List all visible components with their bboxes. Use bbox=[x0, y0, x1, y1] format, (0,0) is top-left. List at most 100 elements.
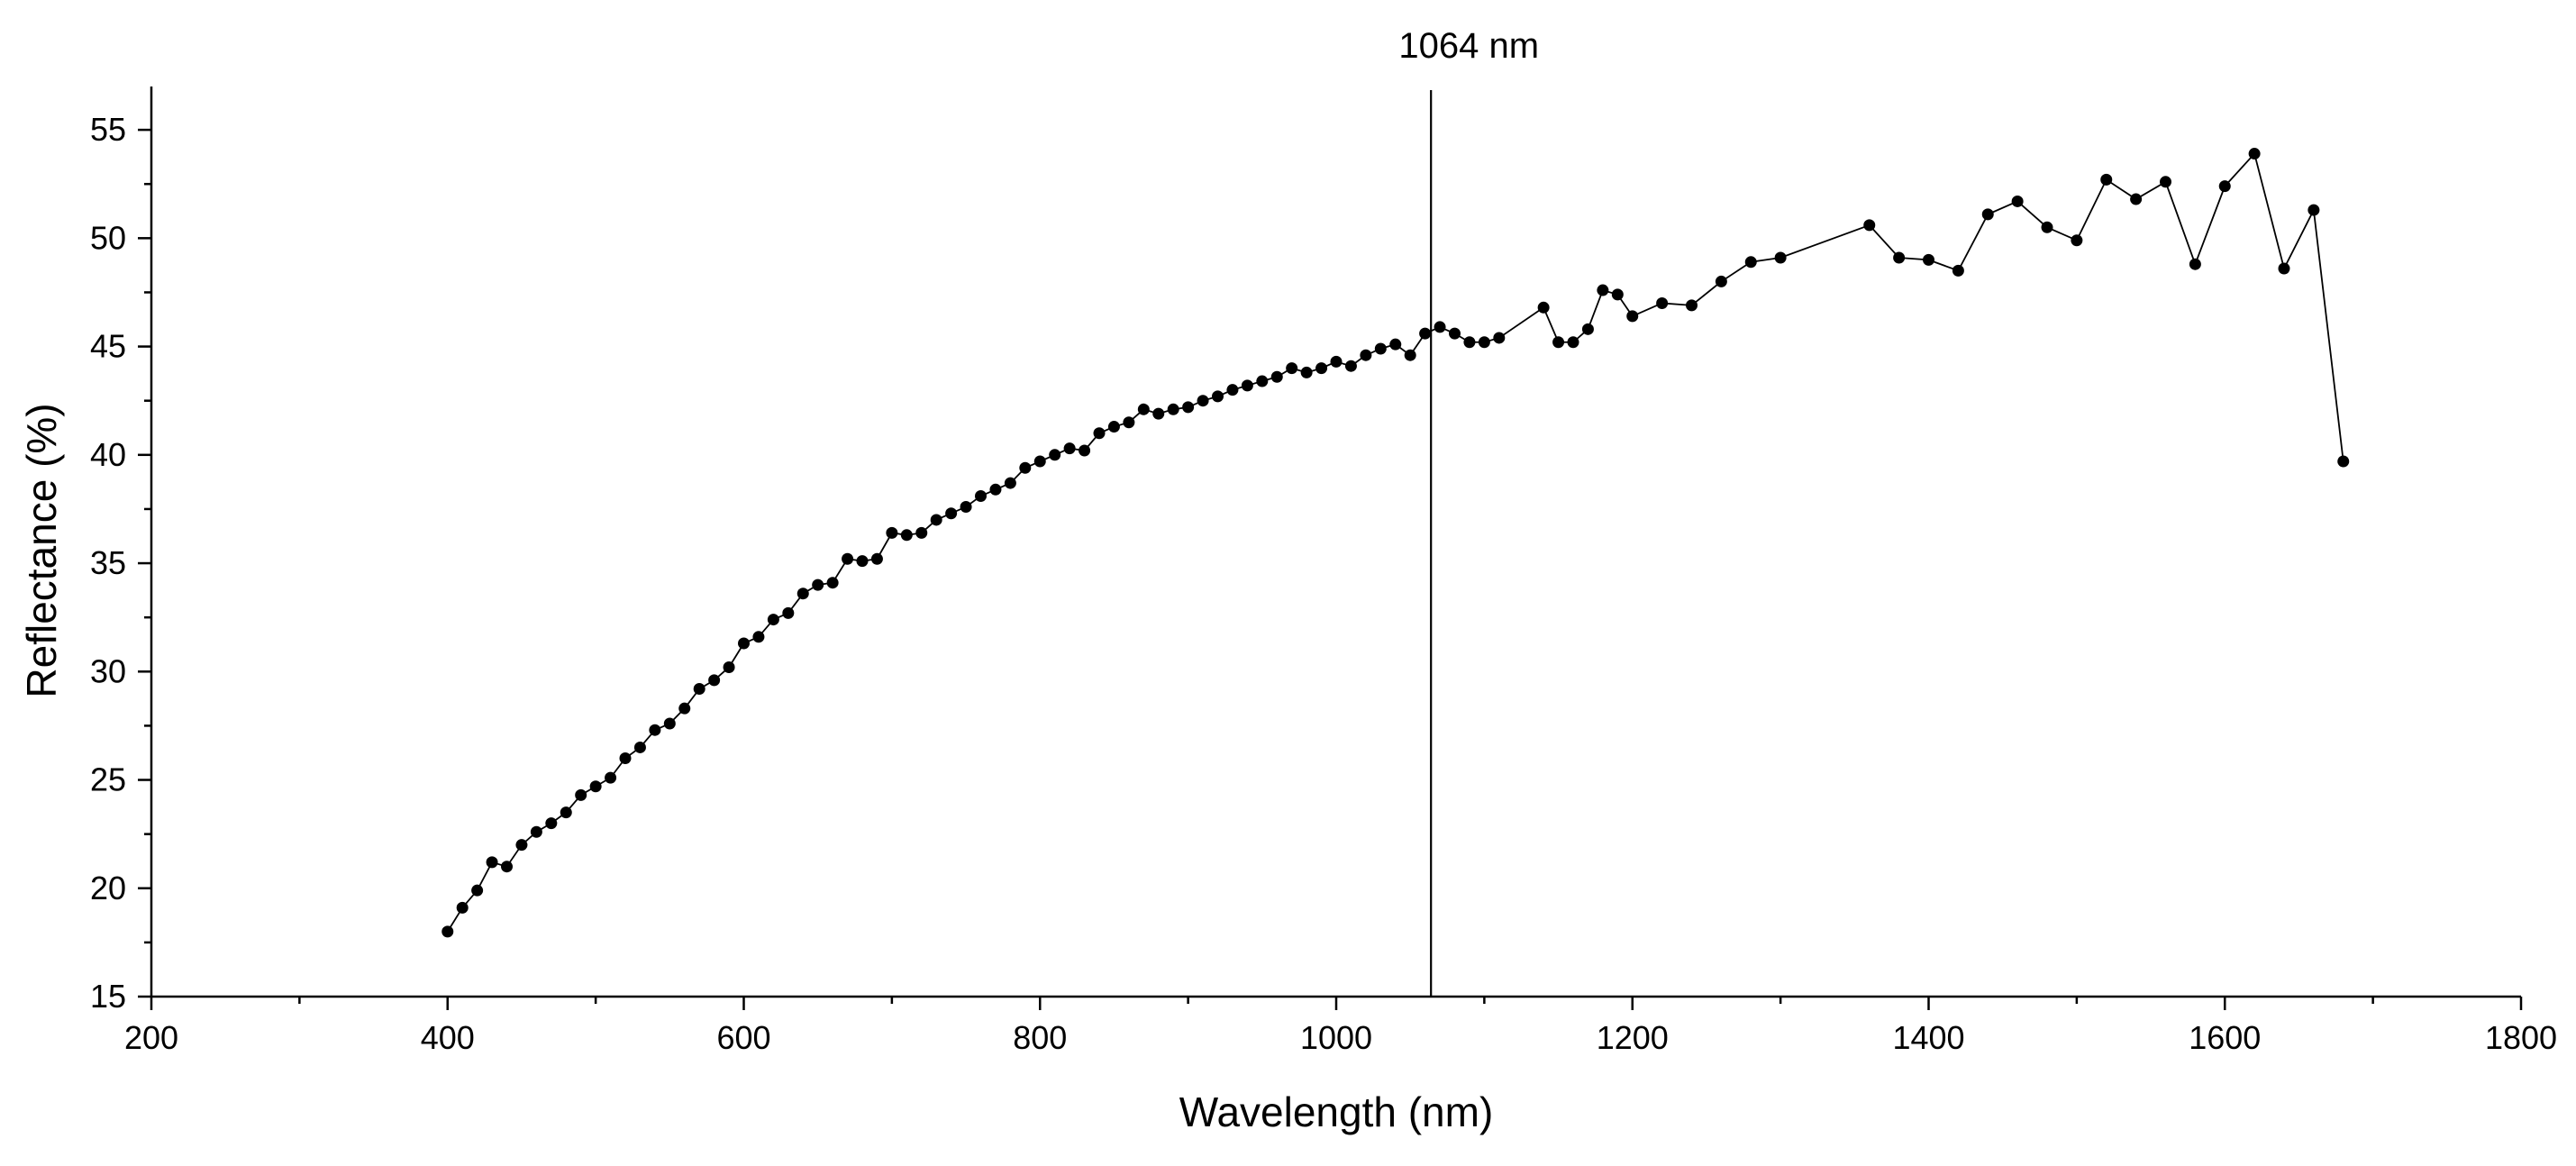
data-point bbox=[826, 577, 839, 589]
data-point bbox=[1344, 360, 1357, 372]
data-point bbox=[1182, 401, 1195, 414]
data-point bbox=[1004, 477, 1016, 489]
data-point bbox=[1123, 416, 1135, 429]
data-point bbox=[1434, 321, 1446, 333]
data-point bbox=[663, 717, 676, 730]
data-point bbox=[723, 660, 735, 673]
data-point bbox=[649, 724, 661, 736]
x-tick-label: 800 bbox=[1013, 1019, 1067, 1056]
data-point bbox=[886, 526, 898, 539]
y-tick-label: 25 bbox=[90, 761, 126, 798]
y-tick-label: 20 bbox=[90, 870, 126, 906]
data-point bbox=[2130, 193, 2143, 205]
axes-layer bbox=[150, 87, 2521, 998]
data-point bbox=[1019, 461, 1032, 474]
data-point bbox=[678, 702, 691, 715]
data-point bbox=[930, 514, 942, 526]
y-tick-label: 30 bbox=[90, 652, 126, 689]
data-point bbox=[1226, 384, 1239, 396]
data-point bbox=[2011, 195, 2024, 207]
data-point bbox=[1626, 310, 1639, 323]
data-point bbox=[1330, 355, 1343, 368]
data-point bbox=[2248, 148, 2261, 160]
data-point bbox=[1893, 251, 1906, 264]
data-point bbox=[2278, 262, 2290, 275]
data-point bbox=[1463, 336, 1476, 349]
data-point bbox=[870, 552, 883, 565]
data-point bbox=[589, 780, 602, 793]
ticks-layer: 200 400 600 800 1000 1200 1400 1600 1800 15 20 25 30… bbox=[90, 111, 2557, 1056]
data-point bbox=[1581, 323, 1594, 335]
data-point bbox=[1315, 362, 1328, 375]
data-point bbox=[915, 526, 928, 539]
data-point bbox=[2160, 176, 2171, 188]
data-point bbox=[708, 674, 721, 687]
x-tick-label: 1600 bbox=[2189, 1019, 2261, 1056]
data-point bbox=[1449, 327, 1461, 340]
data-point bbox=[501, 861, 513, 873]
data-point bbox=[1270, 370, 1283, 383]
data-point bbox=[2041, 221, 2053, 233]
data-point bbox=[1744, 256, 1757, 269]
x-tick-label: 1000 bbox=[1300, 1019, 1372, 1056]
data-point bbox=[1567, 336, 1579, 349]
data-point bbox=[530, 825, 542, 838]
data-point bbox=[575, 788, 587, 801]
y-tick-label: 55 bbox=[90, 111, 126, 148]
data-point bbox=[738, 637, 750, 650]
data-point bbox=[1863, 219, 1876, 232]
data-point bbox=[2071, 234, 2083, 247]
data-point bbox=[989, 483, 1002, 496]
data-point bbox=[1212, 390, 1224, 403]
y-tick-label: 40 bbox=[90, 436, 126, 473]
data-point bbox=[1686, 299, 1698, 312]
data-point bbox=[1656, 296, 1669, 309]
data-point bbox=[2189, 258, 2201, 270]
data-point bbox=[1107, 421, 1120, 433]
data-point bbox=[1079, 444, 1091, 457]
data-point bbox=[515, 839, 528, 852]
data-point bbox=[812, 578, 824, 591]
data-point bbox=[456, 901, 469, 914]
data-point bbox=[2307, 204, 2320, 216]
data-point bbox=[605, 771, 617, 784]
data-point bbox=[1478, 336, 1490, 349]
data-point bbox=[545, 817, 558, 830]
data-point bbox=[1611, 288, 1624, 301]
data-point bbox=[945, 507, 958, 520]
data-point bbox=[486, 856, 498, 869]
data-point bbox=[767, 614, 779, 626]
data-point bbox=[1923, 253, 1934, 266]
series-layer bbox=[441, 148, 2350, 938]
x-tick-label: 1800 bbox=[2485, 1019, 2557, 1056]
data-point bbox=[1152, 407, 1165, 420]
data-point bbox=[693, 683, 705, 696]
data-point bbox=[1774, 251, 1787, 264]
data-point bbox=[1493, 332, 1506, 344]
data-point bbox=[975, 490, 987, 502]
data-point bbox=[1419, 327, 1432, 340]
data-point bbox=[1360, 349, 1372, 361]
data-point bbox=[1715, 275, 1727, 287]
data-point bbox=[441, 925, 454, 938]
data-point bbox=[2218, 180, 2231, 193]
data-point bbox=[1552, 336, 1565, 349]
data-point bbox=[900, 529, 913, 542]
data-point bbox=[1404, 349, 1416, 361]
data-point bbox=[2100, 173, 2113, 186]
data-point bbox=[1137, 403, 1150, 415]
y-tick-label: 15 bbox=[90, 978, 126, 1015]
x-tick-label: 1400 bbox=[1892, 1019, 1964, 1056]
data-point bbox=[1389, 338, 1402, 351]
data-point bbox=[1300, 366, 1313, 378]
x-tick-label: 1200 bbox=[1597, 1019, 1669, 1056]
annotation-label: 1064 nm bbox=[1398, 26, 1539, 66]
data-point bbox=[560, 806, 572, 819]
data-point bbox=[1093, 427, 1106, 440]
data-point bbox=[1374, 342, 1387, 355]
x-tick-label: 400 bbox=[421, 1019, 475, 1056]
y-axis-title: Reflectance (%) bbox=[18, 403, 65, 697]
x-tick-label: 200 bbox=[124, 1019, 178, 1056]
data-point bbox=[1049, 449, 1061, 461]
data-point bbox=[471, 884, 484, 897]
